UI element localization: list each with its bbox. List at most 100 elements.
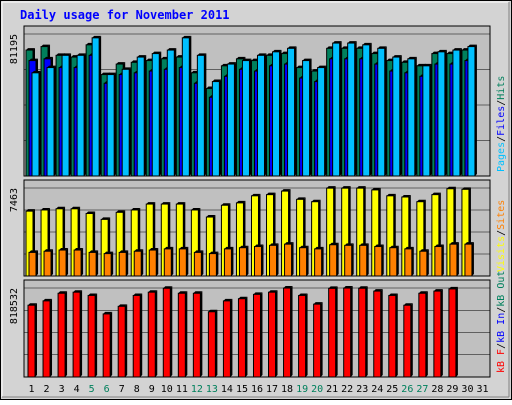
bar-sites-15: [238, 245, 249, 277]
y-max-label: 81195: [9, 34, 20, 64]
x-label-29: 29: [446, 384, 458, 395]
x-label-23: 23: [356, 384, 368, 395]
bar-kbf-4: [72, 290, 83, 378]
bar-pages-11: [181, 35, 192, 177]
x-axis-labels: 1 2 3 4 5 6 7 8 9 10 11 12 13 14 15 16 17 18 19 20 21 22 23 24 2…: [29, 384, 489, 395]
bars: [25, 35, 477, 177]
bar-kbf-26: [403, 303, 413, 378]
bar-pages-14: [226, 62, 237, 177]
bar-kbf-24: [373, 289, 383, 378]
bar-pages-12: [196, 53, 207, 177]
x-label-5: 5: [89, 384, 95, 395]
bar-kbf-15: [237, 296, 248, 378]
legend-visits: Visits: [496, 236, 507, 272]
bar-sites-21: [329, 242, 339, 277]
x-label-16: 16: [251, 384, 263, 395]
bar-sites-25: [389, 245, 399, 277]
x-label-27: 27: [416, 384, 428, 395]
bar-pages-17: [272, 49, 282, 177]
bar-sites-13: [208, 251, 219, 277]
x-label-1: 1: [29, 384, 35, 395]
bar-kbf-19: [298, 293, 308, 378]
bar-kbf-20: [313, 302, 323, 378]
bar-pages-8: [136, 55, 147, 177]
bar-sites-6: [103, 251, 114, 277]
x-label-21: 21: [326, 384, 338, 395]
bar-pages-21: [332, 41, 342, 177]
bar-pages-16: [256, 53, 267, 177]
legend: Visits/Sites: [496, 200, 507, 272]
x-label-10: 10: [161, 384, 173, 395]
x-label-20: 20: [311, 384, 323, 395]
x-label-12: 12: [191, 384, 203, 395]
bar-kbf-22: [343, 286, 353, 378]
legend: Pages/Files/Hits: [496, 76, 507, 172]
bar-kbf-8: [132, 293, 143, 378]
legend: kB F/kB In/kB Out: [496, 271, 507, 373]
bar-kbf-9: [147, 290, 158, 378]
bar-kbf-6: [102, 311, 113, 378]
bar-kbf-2: [42, 298, 53, 378]
bar-pages-4: [76, 53, 87, 177]
x-label-14: 14: [221, 384, 233, 395]
bars: [25, 186, 474, 277]
bar-sites-29: [449, 242, 459, 277]
bar-kbf-18: [283, 286, 293, 378]
bar-pages-29: [452, 48, 462, 177]
x-label-3: 3: [59, 384, 65, 395]
chart-title: Daily usage for November 2011: [20, 8, 230, 22]
bar-kbf-14: [222, 298, 233, 378]
bar-sites-20: [314, 246, 324, 277]
legend-pages: Pages: [496, 142, 507, 172]
x-label-15: 15: [236, 384, 248, 395]
bar-sites-5: [88, 250, 99, 277]
bar-pages-28: [437, 49, 447, 177]
x-label-31: 31: [476, 384, 488, 395]
bar-kbf-11: [177, 291, 188, 378]
x-label-30: 30: [461, 384, 473, 395]
bar-sites-18: [284, 242, 294, 277]
bar-pages-30: [467, 44, 477, 177]
x-label-18: 18: [281, 384, 293, 395]
bar-pages-2: [46, 65, 57, 177]
bar-kbf-28: [433, 289, 443, 378]
bar-sites-12: [193, 250, 204, 277]
bar-pages-5: [91, 35, 102, 177]
bar-kbf-21: [328, 286, 338, 378]
panel-3: 818532 kB F/kB In/kB Out: [9, 271, 507, 378]
bar-pages-25: [392, 55, 402, 177]
y-max-label: 7463: [9, 188, 20, 212]
bar-sites-27: [419, 249, 429, 277]
x-label-2: 2: [44, 384, 50, 395]
bar-kbf-3: [57, 291, 68, 378]
x-label-9: 9: [149, 384, 155, 395]
bar-kbf-1: [27, 303, 37, 378]
legend-files: Files: [496, 106, 507, 136]
x-label-6: 6: [104, 384, 110, 395]
bar-sites-2: [43, 249, 54, 277]
legend-hits: Hits: [496, 76, 507, 100]
x-label-28: 28: [431, 384, 443, 395]
bar-pages-22: [347, 41, 357, 177]
bar-pages-6: [106, 72, 117, 177]
panel-2: 7463 Visits/Sites: [9, 179, 507, 277]
bar-sites-14: [223, 246, 234, 277]
bar-sites-24: [374, 244, 384, 277]
bar-pages-18: [287, 46, 297, 177]
y-max-label: 818532: [9, 288, 20, 324]
x-label-4: 4: [74, 384, 80, 395]
bar-pages-7: [121, 67, 132, 177]
bar-kbf-23: [358, 286, 368, 378]
bar-sites-11: [178, 246, 189, 277]
bar-sites-4: [73, 248, 84, 277]
bar-kbf-25: [388, 293, 398, 378]
bar-sites-8: [133, 249, 144, 277]
x-label-19: 19: [296, 384, 308, 395]
bar-pages-3: [61, 53, 72, 177]
bar-kbf-27: [418, 291, 428, 378]
bar-pages-24: [377, 46, 387, 177]
bar-pages-15: [241, 58, 252, 177]
x-label-22: 22: [341, 384, 353, 395]
bar-kbf-10: [162, 286, 173, 378]
